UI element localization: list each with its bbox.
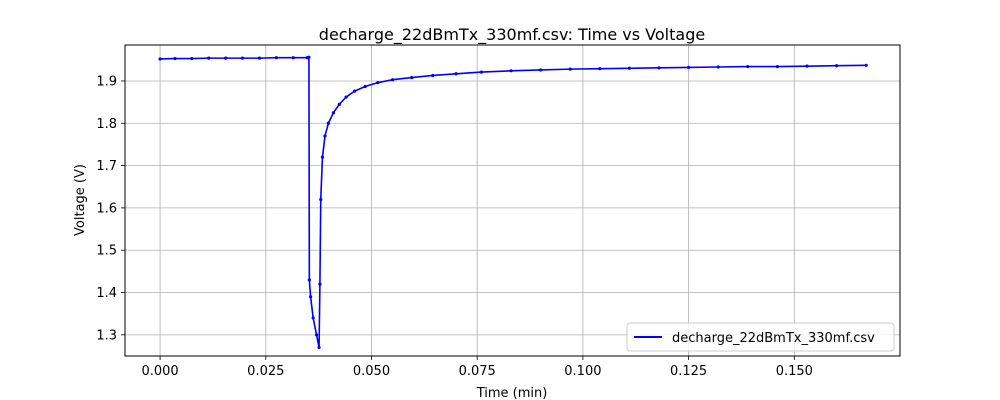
legend-box <box>626 322 895 352</box>
data-point <box>337 102 341 106</box>
y-tick-label: 1.7 <box>96 159 117 174</box>
data-point <box>627 66 632 70</box>
data-point <box>775 64 779 69</box>
x-tick-label: 0.000 <box>141 364 178 379</box>
data-point <box>568 67 572 71</box>
x-axis-label: Time (min) <box>476 386 548 400</box>
data-point <box>344 95 348 99</box>
data-point <box>864 63 868 67</box>
data-point <box>686 65 691 70</box>
y-tick-label: 1.4 <box>96 286 117 301</box>
data-point <box>326 121 330 125</box>
data-point <box>746 64 750 69</box>
data-point <box>323 134 327 138</box>
data-point <box>224 56 228 60</box>
data-point <box>314 333 319 337</box>
data-point <box>317 345 321 350</box>
data-point <box>805 64 809 68</box>
x-tick-label: 0.150 <box>776 364 813 379</box>
y-axis-label: Voltage (V) <box>73 164 88 236</box>
data-point <box>598 67 602 71</box>
data-point <box>431 73 435 78</box>
data-point <box>376 81 380 85</box>
y-tick-label: 1.8 <box>96 117 117 132</box>
x-tick-label: 0.100 <box>564 364 601 379</box>
grid <box>125 45 900 356</box>
data-point <box>158 57 162 61</box>
data-point <box>318 282 322 286</box>
data-point <box>391 78 395 82</box>
chart-title: decharge_22dBmTx_330mf.csv: Time vs Volt… <box>319 25 705 45</box>
data-point <box>319 197 323 202</box>
data-point <box>352 89 357 93</box>
data-point <box>307 55 311 59</box>
data-point <box>539 68 543 72</box>
data-point <box>307 278 311 282</box>
data-point <box>834 64 839 68</box>
data-point <box>320 155 325 159</box>
legend-label: decharge_22dBmTx_330mf.csv <box>672 331 875 346</box>
data-point <box>657 66 661 70</box>
y-tick-label: 1.5 <box>96 244 117 259</box>
x-tick-label: 0.125 <box>670 364 707 379</box>
data-point <box>716 65 720 69</box>
ticks: 0.000 0.025 0.050 0.075 0.100 0.125 0.150 1.3 1.… <box>96 74 813 379</box>
plot-frame <box>124 44 901 357</box>
data-point <box>173 56 177 61</box>
data-point <box>207 56 211 60</box>
data-point <box>410 75 414 80</box>
data-point <box>509 69 513 73</box>
data-point <box>331 111 336 115</box>
data-point <box>257 56 262 60</box>
y-tick-label: 1.6 <box>96 201 117 216</box>
y-tick-label: 1.3 <box>96 328 117 343</box>
data-point <box>190 56 194 61</box>
data-point <box>274 56 278 60</box>
y-tick-label: 1.9 <box>96 74 117 89</box>
legend: decharge_22dBmTx_330mf.csv <box>626 322 895 352</box>
data-point <box>479 70 484 74</box>
data-point <box>240 56 245 60</box>
data-point <box>291 56 295 60</box>
x-tick-label: 0.050 <box>353 364 390 379</box>
x-tick-label: 0.025 <box>247 364 284 379</box>
x-tick-label: 0.075 <box>459 364 496 379</box>
data-point <box>454 72 458 76</box>
data-point <box>363 84 367 89</box>
data-point <box>309 295 313 299</box>
data-point <box>311 316 315 320</box>
series-layer <box>158 55 868 350</box>
